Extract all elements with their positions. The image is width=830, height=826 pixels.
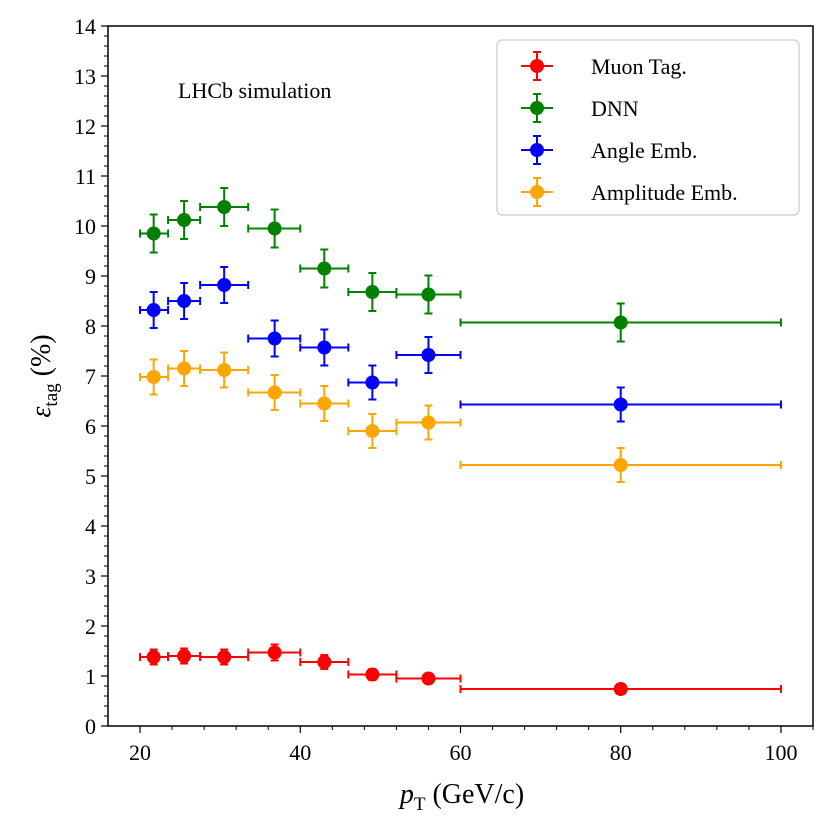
legend-marker	[530, 101, 544, 115]
y-tick-label: 1	[85, 664, 96, 689]
x-tick-label: 20	[129, 740, 151, 765]
data-point	[146, 650, 161, 664]
data-point	[146, 370, 161, 384]
legend-marker	[530, 185, 544, 199]
legend-box	[496, 39, 800, 216]
x-axis-label: pT (GeV/c)	[398, 779, 524, 815]
series-angle-emb	[139, 266, 782, 423]
annotation-text: LHCb simulation	[178, 78, 331, 103]
legend-label: Muon Tag.	[591, 54, 687, 79]
x-tick-label: 100	[764, 740, 797, 765]
y-tick-label: 3	[85, 564, 96, 589]
legend-entry: Muon Tag.	[521, 51, 687, 81]
x-tick-label: 60	[450, 740, 472, 765]
y-tick-label: 8	[85, 314, 96, 339]
data-point	[421, 671, 436, 686]
data-point	[613, 682, 628, 696]
data-point	[217, 363, 232, 377]
legend-label: DNN	[591, 96, 639, 121]
legend-label: Angle Emb.	[591, 138, 697, 163]
data-point	[146, 303, 161, 317]
data-point	[365, 285, 380, 299]
data-point	[317, 655, 332, 669]
y-tick-label: 6	[85, 414, 96, 439]
data-point	[317, 261, 332, 276]
legend-entry: Angle Emb.	[521, 135, 697, 165]
data-point	[267, 331, 282, 346]
y-tick-label: 12	[74, 114, 96, 139]
data-point	[421, 348, 436, 362]
data-point	[267, 385, 282, 400]
data-point	[365, 424, 380, 438]
x-tick-label: 40	[289, 740, 311, 765]
data-point	[267, 645, 282, 660]
series-muon-tag	[139, 643, 782, 696]
legend-marker	[530, 143, 544, 157]
data-point	[177, 294, 192, 308]
data-point	[613, 397, 628, 412]
y-tick-label: 13	[74, 64, 96, 89]
x-tick-label: 80	[610, 740, 632, 765]
legend-entry: DNN	[521, 93, 639, 123]
y-tick-label: 7	[85, 364, 96, 389]
y-tick-label: 2	[85, 614, 96, 639]
data-point	[177, 361, 192, 376]
data-point	[365, 667, 380, 682]
data-point	[317, 396, 332, 411]
legend-label: Amplitude Emb.	[591, 180, 738, 205]
data-point	[177, 213, 192, 227]
data-point	[613, 315, 628, 330]
y-tick-label: 14	[74, 14, 96, 39]
y-tick-label: 9	[85, 264, 96, 289]
data-point	[217, 650, 232, 664]
data-point	[613, 458, 628, 472]
data-point	[421, 287, 436, 302]
legend: Muon Tag. DNN Angle Emb. Amplitude Emb.	[496, 39, 800, 216]
data-point	[217, 200, 232, 214]
series-layer	[139, 187, 782, 696]
y-tick-label: 4	[85, 514, 96, 539]
data-point	[267, 221, 282, 236]
series-dnn	[139, 187, 782, 343]
y-tick-label: 5	[85, 464, 96, 489]
y-tick-label: 11	[75, 164, 96, 189]
legend-items: Muon Tag. DNN Angle Emb. Amplitude Emb.	[521, 51, 738, 207]
legend-marker	[530, 59, 544, 73]
data-point	[421, 415, 436, 430]
legend-entry: Amplitude Emb.	[521, 177, 738, 207]
data-point	[146, 226, 161, 241]
series-amplitude-emb	[139, 350, 782, 483]
data-point	[177, 649, 192, 663]
plot-frame	[107, 25, 814, 727]
data-point	[365, 375, 380, 390]
y-tick-label: 10	[74, 214, 96, 239]
y-axis-label: εtag (%)	[26, 334, 62, 417]
y-tick-label: 0	[85, 714, 96, 739]
data-point	[317, 340, 332, 355]
data-point	[217, 278, 232, 292]
